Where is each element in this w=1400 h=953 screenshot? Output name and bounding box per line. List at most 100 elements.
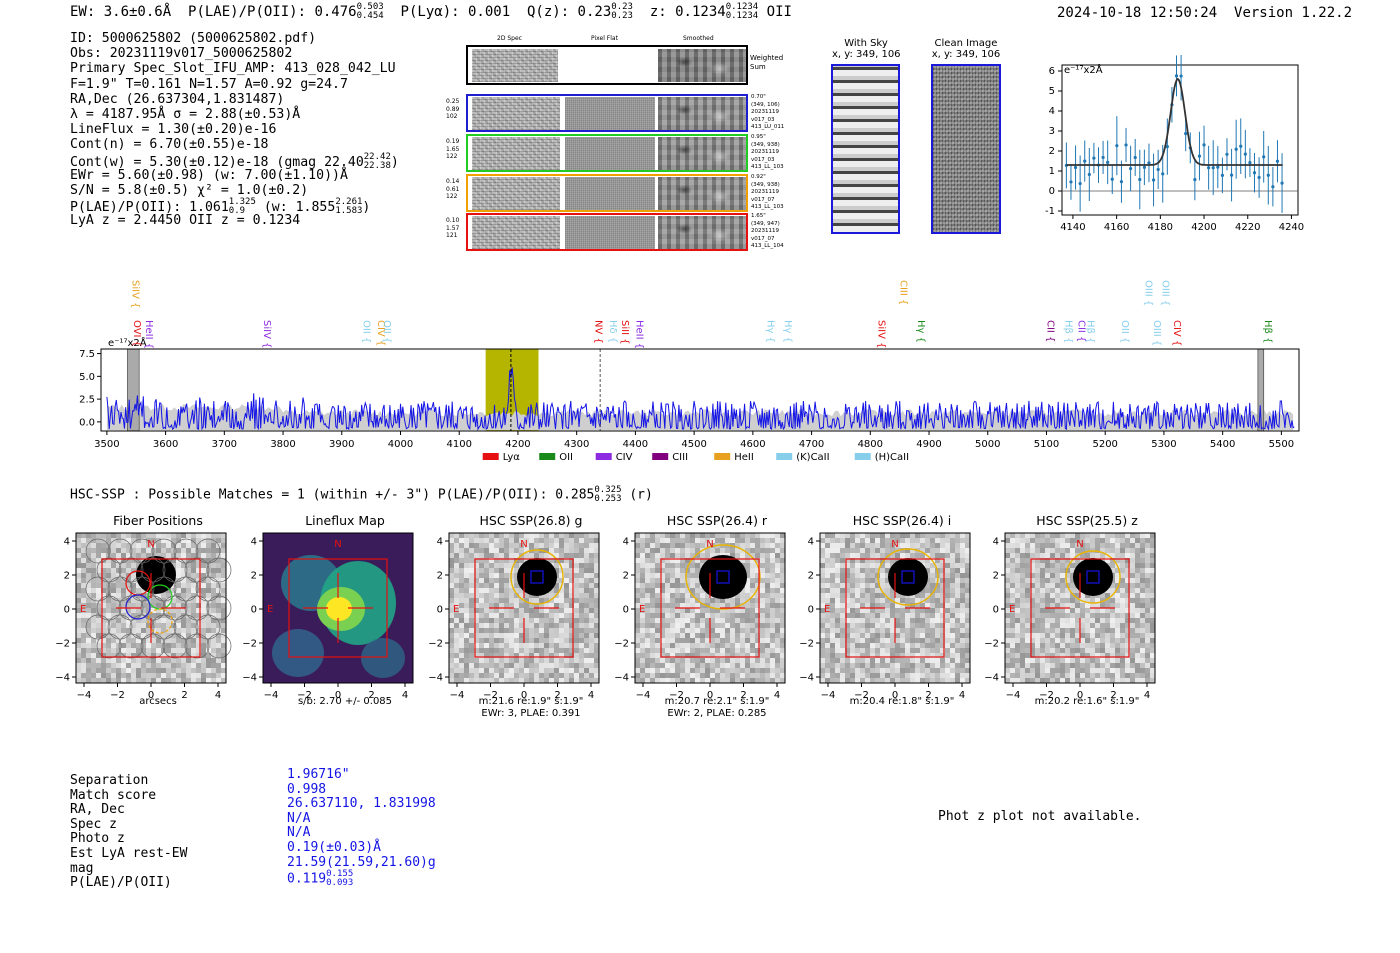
match-value-text: 1.96716" [287, 767, 350, 782]
match-value: N/A [287, 810, 436, 827]
cutout-right-value: 0.92" [751, 174, 766, 180]
source-box [530, 570, 544, 584]
qz-lo: 0.23 [611, 11, 633, 21]
spectrum-x-tick: 3500 [94, 439, 119, 450]
legend-swatch [854, 453, 871, 460]
emission-line-label: HeII { [633, 320, 644, 349]
aperture-box [101, 558, 201, 658]
header-stats: EW: 3.6±0.6Å P(LAE)/P(OII): 0.476 0.503 0.… [70, 3, 792, 21]
zoom-y-tick: 6 [1049, 66, 1055, 77]
hsc-y-tick: 2 [437, 571, 443, 582]
clean-image-title-text: Clean Image [934, 38, 998, 49]
hsc-x-tick: 4 [215, 690, 221, 701]
match-plae-frac: 0.155 0.093 [326, 870, 353, 888]
hsc-summary-band: (r) [629, 487, 653, 503]
clean-image [931, 64, 1001, 234]
hsc-panel-foot-line1: m:20.7 re:2.1" s:1.9" [664, 696, 770, 707]
cutout-right-value: 413_LL_103 [751, 164, 784, 170]
emission-line-label: SiIV { [875, 320, 886, 348]
hsc-y-tick: 0 [808, 605, 814, 616]
hsc-panel-title-6: HSC SSP(25.5) z [1036, 513, 1138, 528]
emission-line-label: OIII { [1160, 280, 1171, 306]
hsc-x-tick: 0 [1077, 690, 1083, 701]
emission-line-label: Hγ { [915, 320, 926, 343]
zoom-x-tick: 4240 [1279, 222, 1304, 233]
cutout-right-labels-2: 0.95" (349, 938) 20231119 v017_03 413_LL_103 [751, 134, 784, 172]
aperture-box [660, 558, 760, 658]
spectrum-x-tick: 4800 [858, 439, 883, 450]
spectrum-x-tick: 5000 [975, 439, 1000, 450]
cutout-right-value: v017_03 [751, 156, 775, 163]
detection-info: ID: 5000625802 (5000625802.pdf) Obs: 202… [70, 31, 399, 228]
hsc-x-tick: −4 [264, 690, 279, 701]
zoom-y-tick: 5 [1049, 86, 1055, 97]
emission-line-label: CIV { [375, 320, 386, 346]
clean-image-coords: x, y: 349, 106 [931, 49, 1001, 60]
spectrum-x-tick: 4000 [388, 439, 413, 450]
hsc-y-tick: 0 [993, 605, 999, 616]
info-plae-lo: 0.9 [228, 206, 246, 217]
emission-line-label: CIV { [1171, 320, 1182, 346]
info-contw-text: Cont(w) = 5.30(±0.12)e-18 (gmag 22.40 [70, 154, 364, 170]
info-plae-text: P(LAE)/P(OII): 1.061 [70, 200, 229, 216]
cutout-left-value: 0.89 [446, 105, 460, 113]
hsc-y-tick: 2 [993, 571, 999, 582]
info-lya-z: LyA z = 2.4450 OII z = 0.1234 [70, 213, 301, 229]
emission-line-label: SiII { [619, 320, 630, 345]
hsc-panel-2: N E 4 −4 2 −2 0 0 −2 2 −4 4 [242, 532, 414, 701]
emission-line-label: HeII { [143, 320, 154, 349]
hsc-panel-5: N E 4 −4 2 −2 0 0 −2 2 −4 4 [799, 532, 971, 701]
weighted-smoothed [658, 49, 746, 82]
match-value-text: N/A [287, 810, 311, 826]
hsc-y-tick: 4 [808, 537, 814, 548]
hsc-y-tick: 4 [993, 537, 999, 548]
info-plae-w-hi: 2.261 [335, 197, 363, 208]
cutout-left-value: 0.25 [446, 98, 460, 105]
hsc-panel-footer-4: m:20.7 re:2.1" s:1.9" EWr: 2, PLAE: 0.285 [632, 696, 802, 720]
hsc-y-tick: −4 [242, 673, 257, 684]
emission-line-label: Hγ { [782, 320, 793, 343]
legend-swatch [595, 453, 612, 460]
hsc-x-tick: 0 [707, 690, 713, 701]
zoom-x-tick: 4220 [1235, 222, 1260, 233]
hsc-panel-title-1: Fiber Positions [113, 513, 203, 528]
weighted-sum-panel [466, 45, 748, 85]
hsc-panel-3: N E 4 −4 2 −2 0 0 −2 2 −4 4 [428, 532, 600, 701]
hsc-y-tick: −4 [428, 673, 443, 684]
spectrum-y-tick: 5.0 [79, 372, 95, 383]
aperture-box [288, 558, 388, 658]
match-labels: Separation Match score RA, Dec Spec z Photo … [70, 773, 187, 891]
spectrum-x-tick: 5100 [1034, 439, 1059, 450]
match-value: 26.637110, 1.831998 [287, 796, 436, 812]
hsc-panel-foot-line1: s/b: 2.70 +/- 0.085 [297, 696, 393, 707]
cutout-left-value: 1.65 [446, 145, 460, 153]
match-values: 1.96716" 0.998 26.637110, 1.831998 N/A N/A 0.… [287, 767, 436, 888]
zoom-y-tick: 0 [1049, 186, 1055, 197]
z-hi: 0.1234 [725, 2, 759, 12]
hsc-y-tick: 0 [623, 605, 629, 616]
info-ewr: EWr = 5.60(±0.98) (w: 7.00(±1.10))Å [70, 167, 348, 183]
hsc-x-tick: 2 [554, 690, 560, 701]
hsc-x-tick: 0 [892, 690, 898, 701]
hsc-panel-footer-1: arcsecs [73, 696, 243, 708]
cutout-right-value: (349, 938) [751, 181, 780, 188]
source-box [716, 570, 730, 584]
qz-hi: 0.23 [611, 2, 633, 12]
emission-line-label: OII { [360, 320, 371, 343]
east-label: E [453, 604, 459, 615]
cutout-right-value: 20231119 [751, 109, 779, 115]
hsc-y-tick: −4 [799, 673, 814, 684]
hsc-panel-1: N E 4 −4 2 −2 0 0 −2 2 −4 4 [55, 532, 232, 701]
hsc-panel-footer-2: s/b: 2.70 +/- 0.085 [260, 696, 430, 708]
hsc-panel-4: N E 4 −4 2 −2 0 0 −2 2 −4 4 [614, 532, 786, 701]
cutout-right-value: 0.95" [751, 134, 766, 140]
match-label: P(LAE)/P(OII) [70, 875, 172, 891]
plae-header-hi: 0.503 [356, 2, 384, 12]
zoom-y-tick: -1 [1045, 206, 1055, 217]
zoom-x-tick: 4180 [1148, 222, 1173, 233]
spectrum-x-tick: 4600 [740, 439, 765, 450]
match-value: 21.59(21.59,21.60)g [287, 855, 436, 871]
spectrum-line [106, 367, 1295, 431]
hsc-panel-footer-3: m:21.6 re:1.9" s:1.9" EWr: 3, PLAE: 0.391 [446, 696, 616, 720]
cutout-left-value: 121 [446, 232, 458, 239]
